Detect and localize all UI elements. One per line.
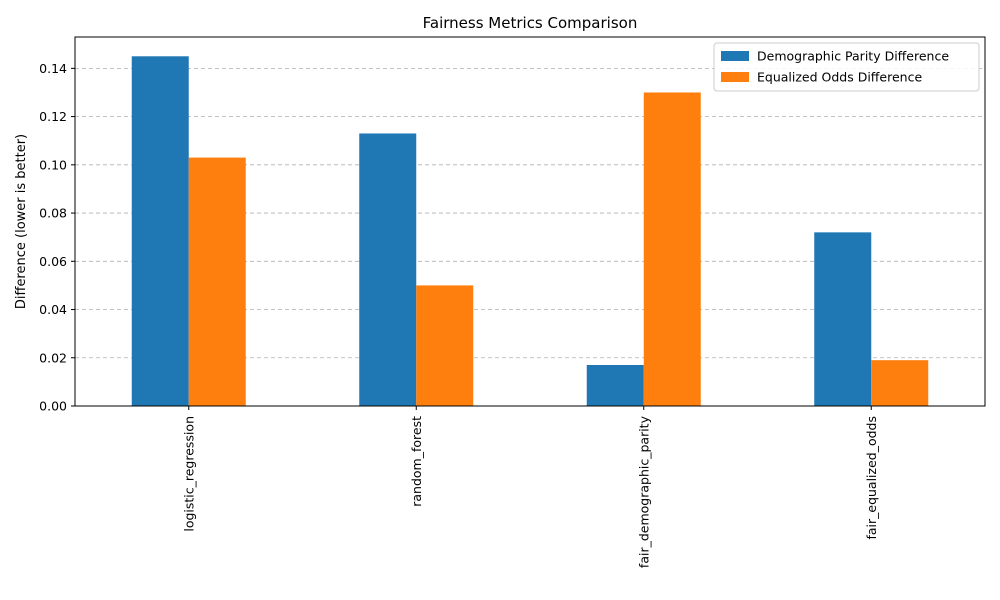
x-tick-label: random_forest xyxy=(409,416,424,507)
bar-logistic_regression-equalized-odds xyxy=(188,157,246,406)
chart-title: Fairness Metrics Comparison xyxy=(423,14,638,32)
legend: Demographic Parity Difference Equalized O… xyxy=(713,42,980,92)
bar-random_forest-demographic-parity xyxy=(359,133,417,406)
y-tick-label: 0.04 xyxy=(39,302,67,317)
x-tick-label: fair_demographic_parity xyxy=(636,415,651,568)
y-axis: 0.00 0.02 0.04 0.06 0.08 0.10 0.12 0.14 xyxy=(39,61,75,414)
y-axis-label: Difference (lower is better) xyxy=(14,134,29,309)
bar-fair_demographic_parity-equalized-odds xyxy=(643,92,701,407)
y-tick-label: 0.08 xyxy=(39,206,67,221)
legend-box xyxy=(713,42,980,92)
legend-label: Demographic Parity Difference xyxy=(757,49,949,64)
legend-label: Equalized Odds Difference xyxy=(757,70,922,85)
bar-logistic_regression-demographic-parity xyxy=(131,56,189,406)
y-tick-label: 0.02 xyxy=(39,350,67,365)
plot-frame xyxy=(74,36,986,407)
y-tick-label: 0.06 xyxy=(39,254,67,269)
bar-fair_demographic_parity-demographic-parity xyxy=(586,365,644,406)
legend-swatch xyxy=(721,51,749,61)
bar-fair_equalized_odds-demographic-parity xyxy=(814,232,872,406)
y-tick-label: 0.12 xyxy=(39,109,67,124)
bars xyxy=(131,56,929,407)
x-tick-label: logistic_regression xyxy=(181,416,196,532)
bar-fair_equalized_odds-equalized-odds xyxy=(871,360,929,406)
y-tick-label: 0.14 xyxy=(39,61,67,76)
y-tick-label: 0.10 xyxy=(39,157,67,172)
bar-random_forest-equalized-odds xyxy=(416,285,474,406)
y-tick-label: 0.00 xyxy=(39,399,67,414)
legend-swatch xyxy=(721,72,749,82)
x-tick-label: fair_equalized_odds xyxy=(864,416,879,540)
x-axis: logistic_regression random_forest fair_dem… xyxy=(181,406,879,568)
